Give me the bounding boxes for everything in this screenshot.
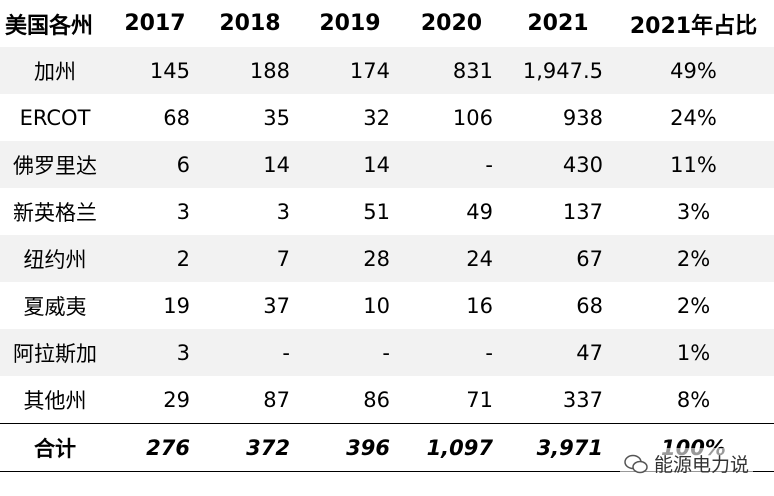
- cell: -: [300, 329, 400, 376]
- cell: 68: [576, 293, 603, 318]
- cell: 47: [503, 329, 613, 376]
- cell: 16: [466, 293, 493, 318]
- header-cell: 2020: [420, 11, 483, 36]
- cell: 29: [163, 387, 190, 412]
- cell: 加州: [0, 47, 110, 94]
- cell: 831: [400, 47, 503, 94]
- cell: 337: [562, 387, 603, 412]
- cell: 37: [263, 293, 290, 318]
- cell: 19: [163, 293, 190, 318]
- header-row: 美国各州 2017 2018 2019 2020 2021 2021年占比: [0, 0, 774, 47]
- table-row: 新英格兰 3 3 51 49 137 3%: [0, 188, 774, 235]
- total-cell: 396: [300, 423, 400, 472]
- cell: 49%: [613, 47, 774, 94]
- cell: 8%: [676, 387, 711, 412]
- cell: 174: [300, 47, 400, 94]
- cell: 2: [110, 235, 200, 282]
- cell: 24%: [670, 105, 717, 130]
- header-cell: 2018: [219, 11, 281, 36]
- header-cell: 2021: [527, 11, 589, 36]
- table-row: 佛罗里达 6 14 14-430 11%: [0, 141, 774, 188]
- cell: 3: [110, 329, 200, 376]
- cell: 87: [263, 387, 290, 412]
- table-row: 夏威夷 19 37 10 16 68 2%: [0, 282, 774, 329]
- cell: 其他州: [23, 388, 87, 413]
- cell: 纽约州: [0, 235, 110, 282]
- cell: 49: [466, 199, 493, 224]
- header-cell: 2019: [319, 11, 381, 36]
- cell: -: [400, 141, 503, 188]
- cell: 106: [452, 105, 493, 130]
- watermark: 能源电力说: [620, 448, 754, 479]
- cell: 11%: [613, 141, 774, 188]
- cell: 67: [503, 235, 613, 282]
- cell: -: [400, 329, 503, 376]
- table-row: ERCOT 68 35 32 106 938 24%: [0, 94, 774, 141]
- cell: 3: [176, 199, 190, 224]
- cell: 145: [110, 47, 200, 94]
- cell: 2%: [676, 293, 711, 318]
- cell: 1,947.5: [503, 47, 613, 94]
- table-row: 纽约州 2 7 28 24 67 2%: [0, 235, 774, 282]
- cell: 夏威夷: [23, 294, 87, 319]
- cell: 佛罗里达: [0, 141, 110, 188]
- data-table: 美国各州 2017 2018 2019 2020 2021 2021年占比 加州 145 188…: [0, 0, 774, 472]
- cell: 阿拉斯加: [0, 329, 110, 376]
- cell: 188: [200, 47, 300, 94]
- cell: -: [200, 329, 300, 376]
- cell: 7: [200, 235, 300, 282]
- header-cell: 2021年占比: [629, 13, 758, 39]
- cell: 14: [300, 141, 400, 188]
- cell: 24: [400, 235, 503, 282]
- table-row: 其他州 29 87 86 71 337 8%: [0, 376, 774, 424]
- cell: 137: [562, 199, 603, 224]
- cell: 68: [163, 105, 190, 130]
- cell: 71: [466, 387, 493, 412]
- cell: 14: [200, 141, 300, 188]
- watermark-text: 能源电力说: [654, 454, 750, 476]
- cell: 86: [363, 387, 390, 412]
- cell: 3%: [676, 199, 711, 224]
- cell: 1%: [613, 329, 774, 376]
- table-row: 阿拉斯加 3- - -47 1%: [0, 329, 774, 376]
- cell: 35: [263, 105, 290, 130]
- header-cell: 美国各州: [5, 13, 94, 39]
- cell: 6: [110, 141, 200, 188]
- cell: 2%: [613, 235, 774, 282]
- cell: 430: [503, 141, 613, 188]
- cell: 10: [363, 293, 390, 318]
- header-cell: 2017: [124, 11, 186, 36]
- cell: 32: [363, 105, 390, 130]
- cell: 3: [276, 199, 290, 224]
- cell: 51: [363, 199, 390, 224]
- wechat-icon: [624, 454, 648, 473]
- total-cell: 合计: [0, 423, 110, 472]
- cell: 28: [300, 235, 400, 282]
- table-row: 加州 145 188 174 831 1,947.5 49%: [0, 47, 774, 94]
- total-cell: 372: [200, 423, 300, 472]
- total-cell: 276: [110, 423, 200, 472]
- cell: 938: [562, 105, 603, 130]
- total-cell: 1,097: [400, 423, 503, 472]
- cell: ERCOT: [19, 105, 91, 130]
- cell: 新英格兰: [13, 200, 97, 225]
- total-cell: 3,971: [503, 423, 613, 472]
